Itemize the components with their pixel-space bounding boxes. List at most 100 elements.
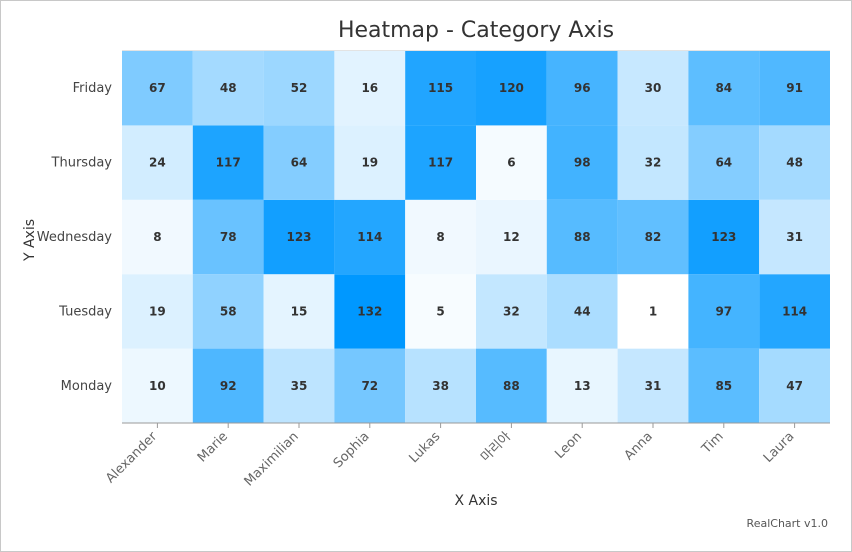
- cell-value-label: 85: [715, 379, 732, 393]
- cell-value-label: 67: [149, 81, 166, 95]
- cell-value-label: 10: [149, 379, 166, 393]
- heatmap-cell: [192, 199, 264, 275]
- x-tick-label: Marie: [195, 429, 231, 465]
- heatmap-cell: [759, 274, 830, 349]
- x-tick-label: Sophia: [331, 429, 373, 471]
- cell-value-label: 15: [291, 304, 308, 318]
- heatmap-cell: [405, 274, 476, 349]
- chart-title: Heatmap - Category Axis: [337, 18, 615, 43]
- cell-value-label: 44: [574, 304, 591, 318]
- x-tick-label: 마리아: [478, 429, 514, 465]
- heatmap-cell: [263, 274, 335, 349]
- cell-value-label: 82: [645, 230, 662, 244]
- cell-value-label: 32: [645, 156, 662, 170]
- heatmap-cells: [122, 51, 830, 423]
- credit-label: RealChart v1.0: [746, 517, 828, 530]
- cell-value-label: 48: [786, 156, 803, 170]
- x-tick-label: Laura: [761, 429, 798, 466]
- cell-value-label: 88: [503, 379, 520, 393]
- heatmap-cell: [192, 348, 264, 423]
- heatmap-cell: [405, 348, 476, 423]
- cell-value-label: 38: [432, 379, 449, 393]
- cell-value-label: 32: [503, 304, 520, 318]
- cell-value-label: 132: [357, 304, 382, 318]
- cell-value-label: 19: [361, 156, 378, 170]
- heatmap-cell: [263, 125, 335, 200]
- cell-value-label: 72: [361, 379, 378, 393]
- heatmap-cell: [476, 51, 547, 126]
- heatmap-cell: [476, 125, 547, 200]
- cell-value-label: 114: [782, 304, 807, 318]
- cell-value-label: 88: [574, 230, 591, 244]
- heatmap-cell: [405, 125, 476, 200]
- x-tick-label: Lukas: [406, 429, 443, 466]
- heatmap-cell: [617, 274, 689, 349]
- y-tick-labels: Monday Tuesday Wednesday Thursday Friday: [37, 81, 113, 394]
- heatmap-cell: [405, 51, 476, 126]
- cell-value-label: 31: [786, 230, 803, 244]
- x-tick-labels: Alexander Marie Maximilian Sophia Lukas 마리아 Le…: [103, 429, 797, 490]
- heatmap-cell: [546, 348, 618, 423]
- heatmap-cell: [122, 199, 193, 275]
- cell-value-label: 35: [291, 379, 308, 393]
- heatmap-cell: [759, 125, 830, 200]
- heatmap-cell: [192, 125, 264, 200]
- heatmap-cell: [263, 199, 335, 275]
- heatmap-cell: [334, 51, 406, 126]
- x-tick-label: Maximilian: [242, 429, 302, 489]
- heatmap-cell: [263, 51, 335, 126]
- heatmap-cell: [334, 199, 406, 275]
- y-tick-label: Tuesday: [58, 304, 112, 319]
- x-tick-label: Tim: [698, 429, 726, 457]
- heatmap-cell: [759, 348, 830, 423]
- heatmap-cell: [617, 199, 689, 275]
- heatmap-cell: [122, 348, 193, 423]
- heatmap-cell: [334, 348, 406, 423]
- heatmap-cell: [688, 125, 760, 200]
- heatmap-cell: [546, 274, 618, 349]
- heatmap-cell: [688, 348, 760, 423]
- cell-value-label: 30: [645, 81, 662, 95]
- cell-value-label: 78: [220, 230, 237, 244]
- heatmap-cell: [122, 51, 193, 126]
- cell-value-label: 64: [291, 156, 308, 170]
- heatmap-cell: [476, 348, 547, 423]
- cell-value-label: 117: [216, 156, 241, 170]
- cell-value-label: 24: [149, 156, 166, 170]
- heatmap-cell: [476, 274, 547, 349]
- cell-value-label: 84: [715, 81, 732, 95]
- heatmap-cell: [759, 51, 830, 126]
- heatmap-cell: [546, 125, 618, 200]
- cell-value-label: 96: [574, 81, 591, 95]
- heatmap-cell: [688, 51, 760, 126]
- cell-value-label: 1: [649, 304, 657, 318]
- heatmap-cell: [617, 51, 689, 126]
- heatmap-cell: [546, 51, 618, 126]
- cell-value-label: 13: [574, 379, 591, 393]
- heatmap-cell: [476, 199, 547, 275]
- cell-value-label: 123: [711, 230, 736, 244]
- heatmap-cell: [546, 199, 618, 275]
- heatmap-cell: [122, 274, 193, 349]
- heatmap-cell: [688, 199, 760, 275]
- x-axis-title: X Axis: [454, 493, 498, 509]
- x-tick-label: Alexander: [103, 429, 161, 487]
- title-divider: [122, 50, 830, 51]
- heatmap-cell: [334, 125, 406, 200]
- heatmap-cell: [617, 348, 689, 423]
- heatmap-cell: [688, 274, 760, 349]
- cell-value-label: 114: [357, 230, 382, 244]
- heatmap-cell: [334, 274, 406, 349]
- cell-value-label: 98: [574, 156, 591, 170]
- cell-value-label: 8: [153, 230, 161, 244]
- heatmap-cell: [263, 348, 335, 423]
- cell-value-label: 19: [149, 304, 166, 318]
- y-tick-label: Wednesday: [37, 230, 113, 245]
- y-tick-label: Friday: [73, 81, 113, 96]
- cell-value-label: 92: [220, 379, 237, 393]
- cell-value-label: 58: [220, 304, 237, 318]
- cell-value-label: 120: [499, 81, 524, 95]
- cell-value-label: 48: [220, 81, 237, 95]
- x-tick-label: Leon: [552, 429, 585, 462]
